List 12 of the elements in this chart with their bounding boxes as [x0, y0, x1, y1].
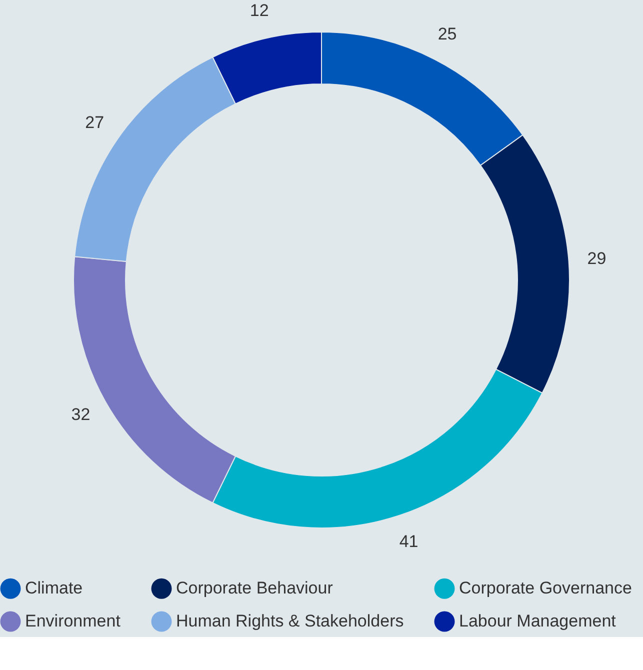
data-label: 29	[587, 249, 606, 268]
data-label: 41	[399, 532, 418, 551]
data-label: 27	[85, 112, 104, 132]
legend-label: Corporate Behaviour	[176, 578, 334, 598]
data-label: 25	[438, 24, 457, 44]
legend-label: Labour Management	[459, 612, 616, 630]
legend-label: Human Rights & Stakeholders	[176, 612, 404, 630]
legend-label: Corporate Governance	[459, 578, 632, 598]
data-label: 12	[250, 1, 269, 20]
legend-label: Climate	[25, 578, 83, 598]
data-label: 32	[71, 404, 90, 424]
legend-label: Environment	[25, 612, 121, 630]
